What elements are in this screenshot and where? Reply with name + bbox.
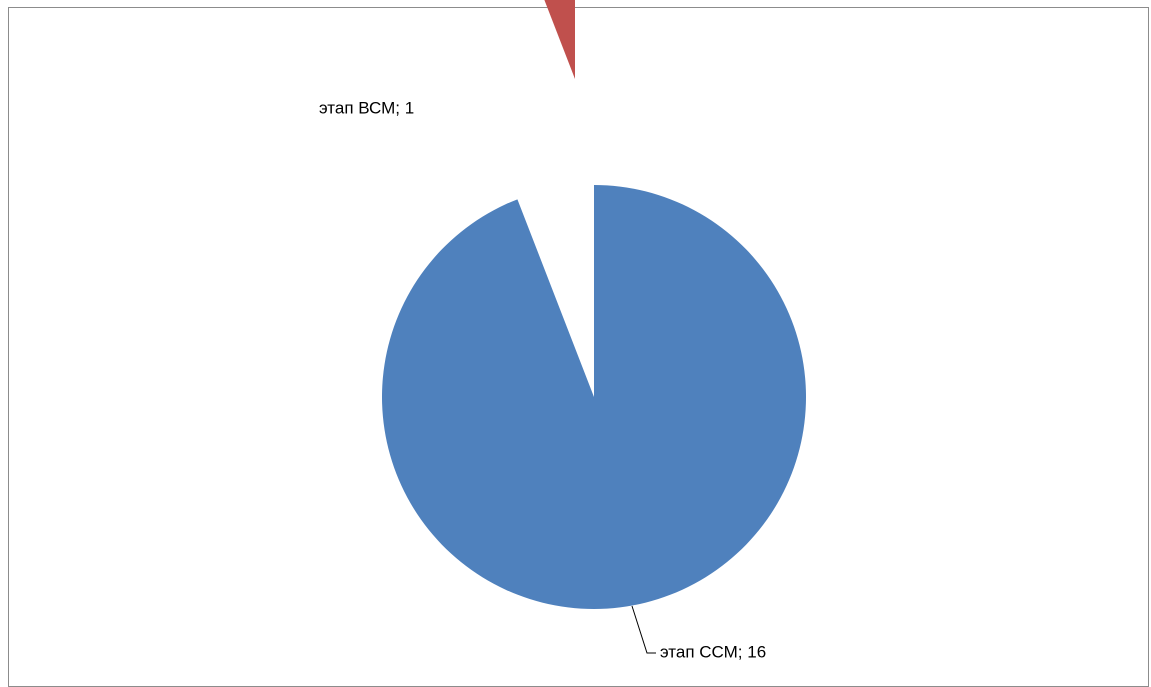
data-label-2: этап ВСМ; 1 xyxy=(319,98,414,117)
pie-slice-2 xyxy=(544,0,575,79)
leader-line-1 xyxy=(631,605,656,654)
data-label-1: этап ССМ; 16 xyxy=(660,642,766,661)
pie-slice-1 xyxy=(381,185,806,609)
